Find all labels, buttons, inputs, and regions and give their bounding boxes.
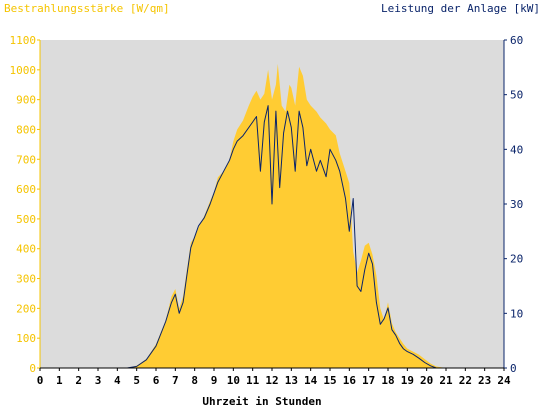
left-tick-label: 600 xyxy=(16,183,36,196)
right-axis-title: Leistung der Anlage [kW] xyxy=(381,2,540,15)
x-tick-label: 24 xyxy=(497,374,511,387)
x-tick-label: 17 xyxy=(362,374,375,387)
irradiance-area xyxy=(40,63,504,369)
ticks-layer: 0100200300400500600700800900100011000102… xyxy=(10,34,524,387)
right-tick-label: 40 xyxy=(510,143,523,156)
x-tick-label: 2 xyxy=(75,374,82,387)
x-tick-label: 10 xyxy=(227,374,240,387)
x-tick-label: 8 xyxy=(191,374,198,387)
x-tick-label: 18 xyxy=(381,374,394,387)
x-tick-label: 6 xyxy=(153,374,160,387)
x-tick-label: 20 xyxy=(420,374,433,387)
x-tick-label: 9 xyxy=(211,374,218,387)
x-tick-label: 16 xyxy=(343,374,357,387)
series-layer xyxy=(40,63,504,369)
right-tick-label: 0 xyxy=(510,362,517,375)
left-tick-label: 900 xyxy=(16,94,36,107)
left-tick-label: 1100 xyxy=(10,34,37,47)
left-tick-label: 400 xyxy=(16,243,36,256)
power-line xyxy=(40,105,504,369)
left-tick-label: 800 xyxy=(16,123,36,136)
x-tick-label: 13 xyxy=(285,374,298,387)
left-tick-label: 0 xyxy=(29,362,36,375)
left-tick-label: 300 xyxy=(16,273,36,286)
x-tick-label: 12 xyxy=(265,374,278,387)
right-tick-label: 20 xyxy=(510,253,523,266)
left-tick-label: 700 xyxy=(16,153,36,166)
right-tick-label: 10 xyxy=(510,307,523,320)
left-tick-label: 100 xyxy=(16,332,36,345)
x-axis-title: Uhrzeit in Stunden xyxy=(202,395,321,408)
x-tick-label: 0 xyxy=(37,374,44,387)
x-tick-label: 21 xyxy=(439,374,453,387)
x-tick-label: 19 xyxy=(401,374,414,387)
x-tick-label: 5 xyxy=(133,374,140,387)
x-tick-label: 15 xyxy=(323,374,336,387)
x-tick-label: 4 xyxy=(114,374,121,387)
x-tick-label: 1 xyxy=(56,374,63,387)
left-tick-label: 200 xyxy=(16,302,36,315)
left-tick-label: 500 xyxy=(16,213,36,226)
x-tick-label: 3 xyxy=(95,374,102,387)
left-tick-label: 1000 xyxy=(10,64,37,77)
x-tick-label: 7 xyxy=(172,374,179,387)
left-axis-title: Bestrahlungsstärke [W/qm] xyxy=(4,2,170,15)
right-tick-label: 60 xyxy=(510,34,523,47)
right-tick-label: 50 xyxy=(510,89,523,102)
x-tick-label: 22 xyxy=(459,374,472,387)
x-tick-label: 14 xyxy=(304,374,318,387)
right-tick-label: 30 xyxy=(510,198,523,211)
x-tick-label: 11 xyxy=(246,374,260,387)
x-tick-label: 23 xyxy=(478,374,491,387)
